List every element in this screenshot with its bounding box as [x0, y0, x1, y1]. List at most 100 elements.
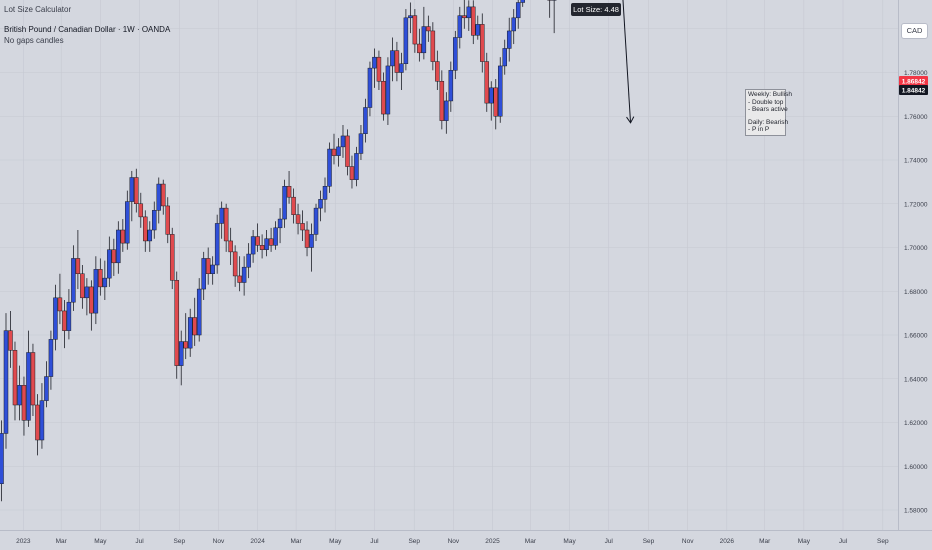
candle	[241, 256, 247, 296]
candle	[515, 0, 521, 29]
time-tick-label: Mar	[291, 538, 303, 545]
candle	[116, 221, 121, 274]
candle-body	[71, 258, 76, 303]
candle-body	[367, 67, 373, 108]
candle	[295, 203, 301, 235]
candle-body	[385, 65, 391, 115]
symbol-title[interactable]: British Pound / Canadian Dollar · 1W · O…	[4, 25, 171, 34]
candle	[376, 50, 382, 90]
candle-body	[255, 236, 260, 246]
candle-body	[84, 286, 90, 299]
candle-body	[161, 183, 166, 207]
candle	[156, 177, 162, 224]
candle	[214, 214, 220, 274]
candle-body	[322, 186, 328, 200]
candle-body	[457, 15, 463, 38]
candle	[493, 79, 498, 130]
time-tick-label: Jul	[135, 538, 144, 545]
candle-body	[444, 100, 449, 121]
time-tick-label: Mar	[759, 538, 771, 545]
candle	[506, 17, 512, 62]
time-tick-label: Jul	[605, 538, 614, 545]
candle-body	[8, 330, 13, 351]
candle-body	[48, 339, 54, 377]
candle-body	[250, 236, 256, 255]
candle	[300, 210, 305, 241]
candle	[309, 223, 314, 272]
candle	[385, 57, 391, 125]
candle-body	[129, 177, 135, 202]
candle	[39, 383, 45, 449]
candle-body	[102, 277, 108, 288]
candle-body	[0, 433, 4, 484]
candle	[84, 278, 90, 316]
lot-size-badge: Lot Size: 4.48	[571, 3, 621, 16]
candle-body	[282, 186, 287, 220]
candle-body	[134, 177, 139, 204]
candle	[210, 256, 215, 285]
candle-body	[147, 229, 153, 242]
candle-body	[484, 61, 490, 104]
candle	[178, 330, 184, 386]
candle-body	[35, 404, 40, 441]
candle-body	[116, 229, 121, 264]
candle	[367, 61, 373, 117]
candle-body	[327, 148, 332, 187]
candle-body	[183, 341, 188, 349]
candle	[98, 258, 103, 296]
currency-button[interactable]: CAD	[901, 23, 928, 39]
candle-body	[66, 301, 72, 331]
candle-body	[210, 264, 215, 274]
candle	[421, 6, 427, 60]
candle-body	[502, 48, 507, 67]
candle	[169, 227, 175, 290]
candle	[80, 265, 85, 309]
candle	[187, 308, 193, 357]
candle-body	[358, 133, 364, 154]
candle	[282, 179, 287, 228]
candle	[143, 210, 148, 252]
candle	[30, 343, 36, 416]
candle	[138, 192, 144, 228]
candle-body	[17, 385, 22, 406]
candle-body	[372, 56, 377, 69]
candle-body	[466, 6, 472, 19]
candle	[183, 313, 188, 360]
candle-body	[264, 238, 269, 250]
indicator-name[interactable]: Lot Size Calculator	[4, 5, 72, 14]
candle-body	[295, 214, 301, 224]
candle	[21, 376, 27, 436]
candle	[336, 138, 341, 167]
candle-body	[511, 17, 516, 32]
time-tick-label: May	[563, 538, 576, 545]
candle-body	[304, 229, 310, 248]
candle-body	[462, 15, 467, 19]
candle	[102, 260, 108, 300]
time-tick-label: May	[329, 538, 342, 545]
candle-body	[205, 258, 211, 274]
candle	[246, 243, 251, 279]
candle-body	[349, 166, 355, 180]
price-tick-label: 1.70000	[904, 245, 928, 252]
candle	[457, 6, 463, 49]
candle-body	[340, 135, 346, 148]
analysis-note[interactable]: Weekly: Bullish - Double top - Bears act…	[745, 89, 792, 136]
candle	[71, 245, 76, 311]
candle	[152, 201, 157, 239]
candle-body	[80, 273, 85, 299]
candle-body	[403, 17, 409, 64]
svg-text:1.84842: 1.84842	[902, 87, 926, 94]
candle	[111, 238, 117, 276]
candle-body	[21, 385, 27, 421]
candle	[8, 310, 13, 368]
candle	[255, 223, 260, 252]
candle-body	[497, 65, 503, 117]
candle-body	[336, 146, 341, 156]
time-tick-label: Sep	[174, 538, 186, 545]
candle	[53, 284, 58, 351]
time-tick-label: 2026	[720, 538, 735, 545]
candle	[161, 179, 166, 215]
candle-body	[259, 245, 265, 250]
candle	[372, 48, 377, 88]
